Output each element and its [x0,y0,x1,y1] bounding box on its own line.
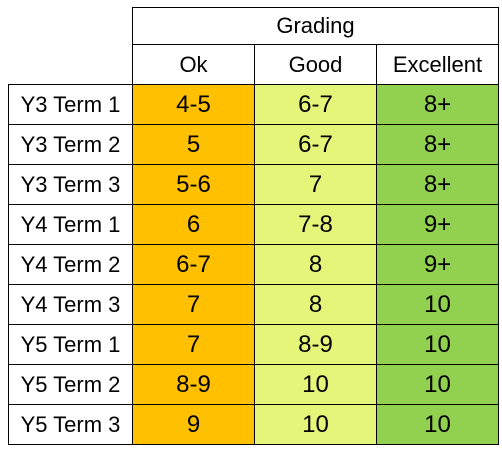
table-row: Y3 Term 2 5 6-7 8+ [8,124,499,165]
table-row: Y3 Term 3 5-6 7 8+ [8,164,499,205]
good-cell: 6-7 [254,84,377,125]
ok-cell: 5 [132,124,255,165]
good-cell: 10 [254,364,377,405]
ok-cell: 8-9 [132,364,255,405]
column-header-excellent: Excellent [376,44,499,85]
ok-cell: 7 [132,324,255,365]
ok-cell: 7 [132,284,255,325]
good-cell: 7-8 [254,204,377,245]
column-header-good: Good [254,44,377,85]
excellent-cell: 10 [376,364,499,405]
excellent-cell: 9+ [376,204,499,245]
excellent-cell: 10 [376,284,499,325]
excellent-cell: 10 [376,324,499,365]
column-header-ok: Ok [132,44,255,85]
row-label: Y5 Term 1 [8,324,133,365]
table-row: Y5 Term 1 7 8-9 10 [8,324,499,365]
ok-cell: 9 [132,404,255,445]
grading-table: Grading Ok Good Excellent Y3 Term 1 4-5 … [8,7,499,445]
excellent-cell: 8+ [376,124,499,165]
table-row: Y4 Term 1 6 7-8 9+ [8,204,499,245]
row-label: Y5 Term 2 [8,364,133,405]
corner-cell [9,8,133,45]
good-cell: 8 [254,244,377,285]
excellent-cell: 8+ [376,164,499,205]
corner-cell [9,45,133,85]
good-cell: 6-7 [254,124,377,165]
table-row: Y4 Term 3 7 8 10 [8,284,499,325]
ok-cell: 4-5 [132,84,255,125]
table-row: Y3 Term 1 4-5 6-7 8+ [8,84,499,125]
table-row: Y5 Term 3 9 10 10 [8,404,499,445]
excellent-cell: 9+ [376,244,499,285]
table-row: Y5 Term 2 8-9 10 10 [8,364,499,405]
row-label: Y3 Term 2 [8,124,133,165]
good-cell: 8-9 [254,324,377,365]
ok-cell: 5-6 [132,164,255,205]
grading-header: Grading [132,7,499,45]
ok-cell: 6 [132,204,255,245]
excellent-cell: 8+ [376,84,499,125]
good-cell: 7 [254,164,377,205]
row-label: Y5 Term 3 [8,404,133,445]
row-label: Y4 Term 1 [8,204,133,245]
excellent-cell: 10 [376,404,499,445]
row-label: Y4 Term 3 [8,284,133,325]
row-label: Y3 Term 3 [8,164,133,205]
grading-table-container: Grading Ok Good Excellent Y3 Term 1 4-5 … [8,7,499,445]
good-cell: 8 [254,284,377,325]
table-row: Y4 Term 2 6-7 8 9+ [8,244,499,285]
good-cell: 10 [254,404,377,445]
row-label: Y3 Term 1 [8,84,133,125]
row-label: Y4 Term 2 [8,244,133,285]
ok-cell: 6-7 [132,244,255,285]
